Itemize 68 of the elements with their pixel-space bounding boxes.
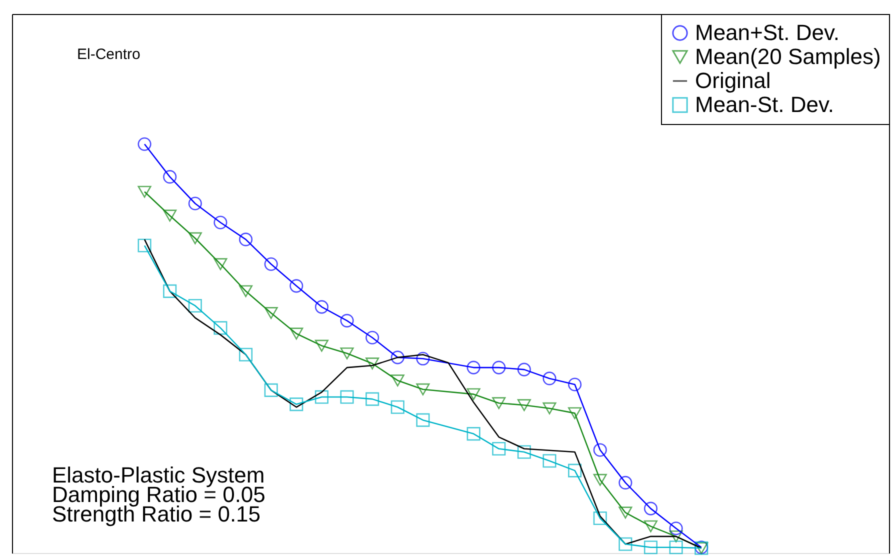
- legend-label: Mean+St. Dev.: [695, 20, 840, 45]
- point: [340, 390, 354, 404]
- point: [188, 298, 202, 312]
- point: [366, 358, 380, 370]
- point: [644, 540, 658, 554]
- point: [340, 347, 354, 360]
- point: [264, 383, 278, 397]
- point: [163, 170, 177, 184]
- point: [390, 374, 404, 386]
- point: [669, 522, 683, 536]
- point: [138, 238, 152, 252]
- point: [314, 390, 328, 404]
- point: [238, 232, 253, 246]
- point: [238, 348, 253, 362]
- point: [390, 400, 404, 414]
- point: [390, 350, 404, 364]
- legend-label: Original: [695, 68, 771, 93]
- point: [542, 372, 556, 386]
- point: [568, 378, 582, 392]
- point: [669, 530, 683, 542]
- point: [492, 397, 506, 410]
- point: [366, 392, 380, 406]
- point: [593, 443, 607, 457]
- point: [416, 352, 430, 366]
- point: [568, 407, 582, 420]
- point: [492, 442, 506, 456]
- point: [466, 427, 480, 441]
- point: [416, 413, 430, 427]
- point: [517, 445, 531, 459]
- point: [618, 476, 632, 490]
- point: [314, 300, 328, 314]
- point: [466, 360, 480, 374]
- point: [314, 340, 328, 352]
- legend-label: Mean(20 Samples): [695, 44, 881, 69]
- point: [644, 502, 658, 516]
- point: [618, 506, 632, 519]
- point: [517, 399, 531, 412]
- point: [517, 362, 531, 376]
- legend-label: Mean-St. Dev.: [695, 92, 834, 117]
- point: [542, 402, 556, 414]
- point: [618, 537, 632, 551]
- point: [492, 360, 506, 374]
- point: [264, 307, 278, 319]
- point: [214, 321, 228, 335]
- point: [163, 210, 177, 222]
- point: [644, 520, 658, 532]
- point: [593, 474, 607, 486]
- point: [238, 285, 253, 298]
- point: [466, 388, 480, 400]
- point: [290, 328, 304, 340]
- point: [138, 186, 152, 198]
- point: [416, 383, 430, 396]
- point: [366, 330, 380, 344]
- point: [264, 257, 278, 271]
- point: [188, 232, 202, 244]
- point: [138, 137, 152, 151]
- point: [290, 279, 304, 293]
- point: [188, 196, 202, 210]
- text: El-Centro: [77, 46, 140, 63]
- point: [340, 314, 354, 328]
- point: [669, 540, 683, 554]
- point: [593, 511, 607, 526]
- point: [542, 454, 556, 468]
- point: [290, 398, 304, 412]
- point: [568, 464, 582, 478]
- point: [214, 216, 228, 230]
- point: [214, 258, 228, 270]
- point: [163, 284, 177, 298]
